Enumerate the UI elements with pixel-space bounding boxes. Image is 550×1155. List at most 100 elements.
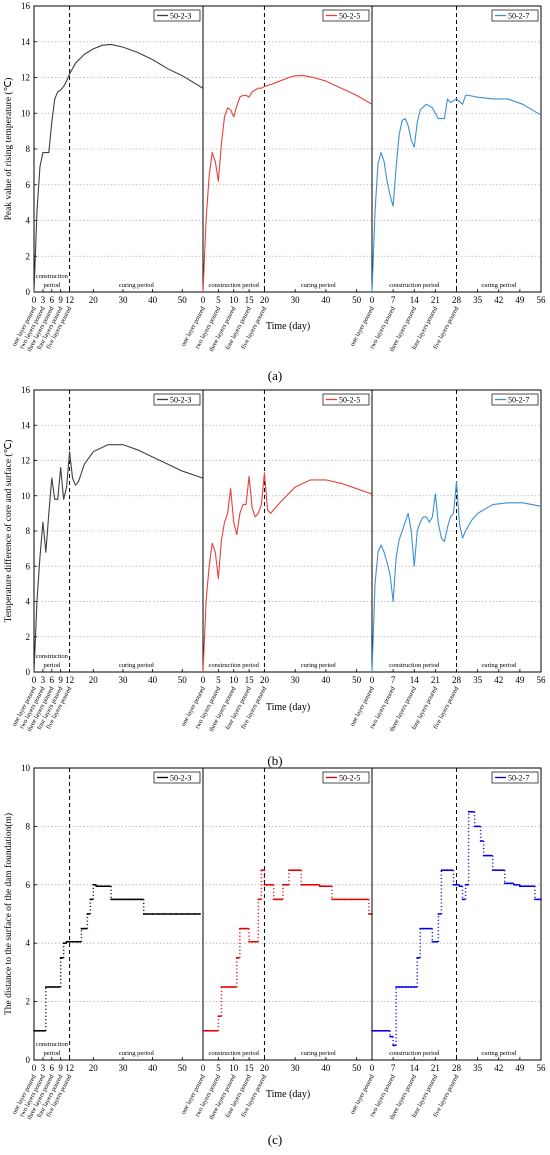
x-tick-label: 49 [515, 295, 525, 305]
x-tick-label: 20 [260, 675, 270, 685]
data-point [291, 869, 294, 872]
data-point [245, 927, 247, 930]
x-tick-label: 35 [473, 1063, 483, 1073]
data-point [297, 869, 300, 872]
x-tick-label: 40 [321, 675, 331, 685]
x-tick-label: 3 [41, 295, 46, 305]
data-point [214, 1029, 217, 1032]
data-point [479, 840, 482, 842]
y-tick-label: 12 [21, 73, 30, 83]
data-point [181, 913, 184, 915]
x-tick-label: 50 [178, 675, 188, 685]
x-tick-label: 10 [229, 675, 239, 685]
data-point [83, 927, 86, 930]
data-point [223, 986, 226, 988]
construction-period-label: construction period [389, 662, 440, 669]
data-point [294, 869, 297, 872]
data-point [512, 883, 515, 886]
curing-period-label: curing period [119, 662, 155, 669]
series-line-50-2-7 [371, 481, 542, 673]
data-point [285, 883, 287, 886]
legend-label: 50-2-3 [170, 396, 191, 405]
construction-period-label: construction period [389, 1050, 440, 1057]
x-tick-label: 14 [410, 1063, 420, 1073]
x-tick-label: 30 [118, 295, 128, 305]
data-point [509, 882, 512, 885]
data-point [275, 898, 278, 901]
data-point [139, 898, 142, 901]
data-point [232, 986, 235, 988]
data-point [525, 885, 527, 888]
legend-label: 50-2-7 [508, 12, 529, 21]
data-point [455, 883, 458, 886]
data-point [220, 986, 223, 988]
y-tick-label: 16 [21, 385, 31, 395]
data-point [205, 1029, 207, 1032]
data-point [401, 986, 404, 988]
chart-panel-2: 0 2 4 6 8 10 12 14 16 Temperature difference of c… [3, 385, 546, 768]
x-tick-label: 20 [89, 295, 99, 305]
x-tick-label: 40 [148, 675, 158, 685]
data-point [318, 885, 321, 888]
data-point [443, 869, 446, 872]
y-tick-label: 8 [26, 144, 31, 154]
construction-period-label: construction period [209, 662, 260, 669]
data-point [278, 898, 281, 901]
data-point [288, 869, 290, 872]
x-tick-label: 50 [178, 1063, 188, 1073]
data-point [404, 986, 407, 988]
x-tick-label: 0 [201, 295, 206, 305]
data-point [497, 869, 500, 872]
data-point [368, 913, 370, 915]
x-tick-label: 0 [32, 295, 37, 305]
x-tick-label: 0 [201, 675, 206, 685]
x-tick-label: 56 [537, 1063, 547, 1073]
x-axis-label: Time (day) [266, 1089, 310, 1100]
x-tick-label: 15 [245, 1063, 255, 1073]
y-tick-label: 8 [26, 821, 31, 831]
data-point [50, 986, 53, 988]
y-tick-label: 2 [26, 997, 31, 1007]
y-tick-label: 2 [26, 251, 31, 261]
data-point [476, 825, 479, 828]
y-tick-label: 14 [21, 420, 31, 430]
x-axis-label: Time (day) [266, 321, 310, 332]
subplot-50-2-7: 0 7 14 21 28 35 42 49 56 construction period curin… [349, 5, 547, 353]
x-tick-label: 42 [494, 675, 503, 685]
data-point [473, 825, 476, 828]
chart-panel-3: 0 2 4 6 8 10 The distance to the surface of th… [3, 763, 546, 1147]
legend-box [491, 393, 539, 406]
data-point [257, 898, 260, 901]
data-point [229, 986, 232, 988]
x-tick-label: 28 [452, 1063, 462, 1073]
x-tick-label: 30 [291, 675, 301, 685]
data-point [187, 913, 190, 915]
data-point [269, 883, 272, 886]
y-tick-label: 6 [26, 880, 31, 890]
data-point [92, 883, 95, 886]
x-tick-label: 20 [260, 295, 270, 305]
data-point [80, 927, 83, 930]
curing-period-label: curing period [481, 282, 517, 289]
x-tick-label: 15 [245, 295, 255, 305]
data-point [71, 940, 74, 943]
x-tick-label: 50 [178, 295, 188, 305]
data-point [500, 869, 503, 872]
x-tick-label: 42 [494, 1063, 503, 1073]
y-tick-label: 8 [26, 526, 31, 536]
y-tick-label: 16 [21, 1, 31, 11]
x-tick-label: 14 [410, 295, 420, 305]
data-point [254, 940, 257, 943]
legend-box [153, 9, 201, 22]
construction-period-label: construction period [209, 1050, 260, 1057]
data-point [425, 927, 428, 930]
data-point [437, 913, 440, 915]
plot-frame [202, 767, 373, 1061]
y-tick-label: 6 [26, 561, 31, 571]
data-point [248, 940, 250, 943]
data-point [303, 883, 306, 886]
x-tick-label: 7 [391, 295, 396, 305]
x-tick-label: 56 [537, 295, 547, 305]
